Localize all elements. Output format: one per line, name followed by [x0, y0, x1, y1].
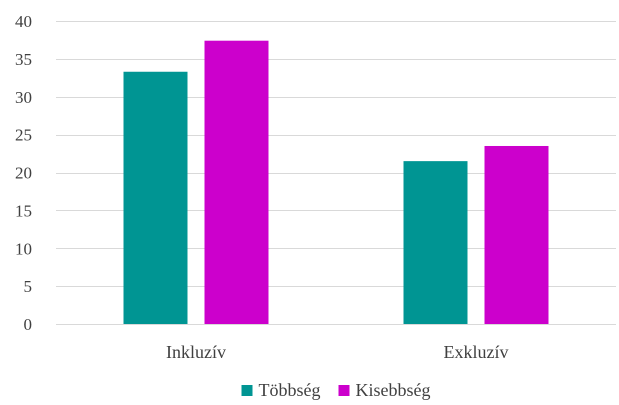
- y-tick-label: 35: [15, 50, 32, 69]
- category-label: Exkluzív: [444, 342, 509, 362]
- legend-label: Kisebbség: [356, 380, 431, 400]
- y-tick-label: 15: [15, 201, 32, 220]
- y-axis-tick-labels: 0 5 10 15 20 25 30 35 40: [15, 12, 32, 334]
- x-axis-category-labels: Inkluzív Exkluzív: [166, 342, 509, 362]
- y-tick-label: 40: [15, 12, 32, 31]
- bar-Kisebbség-Exkluzív: [484, 145, 549, 324]
- bar-Többség-Exkluzív: [403, 161, 468, 324]
- bar-Többség-Inkluzív: [123, 71, 188, 324]
- legend-swatch-Többség: [241, 385, 253, 396]
- bar-Kisebbség-Inkluzív: [204, 40, 269, 324]
- y-tick-label: 0: [24, 315, 33, 334]
- y-tick-label: 10: [15, 239, 32, 258]
- y-tick-label: 25: [15, 126, 32, 145]
- category-label: Inkluzív: [166, 342, 226, 362]
- y-tick-label: 20: [15, 164, 32, 183]
- y-tick-label: 30: [15, 88, 32, 107]
- legend-swatch-Kisebbség: [338, 385, 350, 396]
- legend-label: Többség: [259, 380, 321, 400]
- bars: [123, 40, 549, 324]
- y-tick-label: 5: [24, 277, 33, 296]
- legend: Többség Kisebbség: [241, 380, 431, 400]
